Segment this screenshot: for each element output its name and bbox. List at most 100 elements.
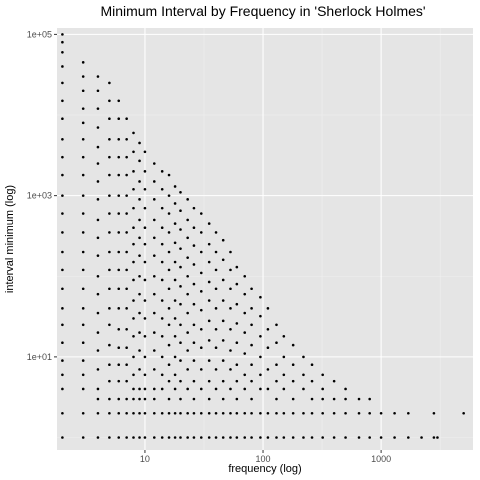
data-point: [344, 387, 347, 391]
data-point: [250, 397, 253, 401]
data-point: [199, 436, 203, 439]
data-point: [117, 268, 121, 272]
data-point: [344, 411, 347, 415]
data-point: [321, 373, 324, 377]
data-point: [462, 411, 465, 415]
data-point: [61, 212, 64, 215]
data-point: [96, 368, 100, 371]
data-point: [229, 436, 232, 439]
data-point: [243, 411, 247, 415]
data-point: [291, 363, 295, 367]
data-point: [167, 287, 171, 291]
data-point: [368, 436, 371, 439]
data-point: [179, 209, 182, 213]
data-point: [192, 397, 196, 401]
data-point: [186, 236, 189, 240]
data-point: [275, 323, 278, 327]
data-point: [61, 137, 64, 141]
y-tick-label: 1e+03: [27, 191, 52, 201]
data-point: [259, 373, 262, 377]
data-point: [186, 331, 189, 334]
data-point: [117, 212, 121, 215]
data-point: [229, 327, 232, 331]
data-point: [138, 141, 141, 145]
data-point: [167, 343, 171, 347]
data-point: [132, 317, 135, 320]
data-point: [214, 346, 218, 350]
data-point: [173, 222, 177, 225]
data-point: [310, 379, 314, 383]
data-point: [108, 99, 111, 103]
data-point: [132, 131, 135, 135]
data-point: [221, 379, 225, 383]
x-axis-title: frequency (log): [228, 463, 301, 475]
data-point: [152, 368, 156, 371]
data-point: [81, 155, 85, 159]
data-point: [138, 274, 141, 278]
x-tick-label: 100: [256, 454, 271, 464]
data-point: [117, 155, 121, 159]
data-point: [243, 311, 247, 315]
data-point: [81, 137, 85, 141]
data-point: [221, 359, 225, 362]
data-point: [138, 180, 141, 183]
data-point: [207, 299, 211, 302]
data-point: [96, 436, 100, 439]
data-point: [167, 250, 171, 254]
data-point: [61, 307, 64, 310]
data-point: [179, 411, 182, 415]
data-point: [275, 397, 278, 401]
data-point: [332, 436, 336, 439]
data-point: [81, 411, 85, 415]
data-point: [173, 185, 177, 188]
data-point: [108, 379, 111, 383]
data-point: [160, 317, 164, 320]
data-point: [160, 411, 164, 415]
data-point: [186, 411, 189, 415]
data-point: [152, 198, 156, 201]
data-point: [282, 436, 286, 439]
data-point: [167, 194, 171, 197]
data-point: [207, 436, 211, 439]
data-point: [379, 411, 383, 415]
data-point: [179, 228, 182, 231]
data-point: [143, 206, 147, 210]
data-point: [221, 436, 225, 439]
data-point: [81, 212, 85, 215]
data-point: [275, 379, 278, 383]
data-point: [117, 231, 121, 234]
data-point: [81, 89, 85, 93]
data-point: [108, 436, 111, 439]
data-point: [81, 387, 85, 391]
data-point: [332, 379, 336, 383]
data-point: [152, 311, 156, 315]
data-point: [291, 397, 295, 401]
data-point: [152, 349, 156, 352]
data-point: [192, 341, 196, 344]
data-point: [117, 346, 121, 350]
data-point: [192, 411, 196, 415]
data-point: [152, 397, 156, 401]
data-point: [81, 268, 85, 272]
data-point: [266, 327, 270, 331]
data-point: [125, 397, 128, 401]
data-point: [266, 346, 270, 350]
data-point: [186, 368, 189, 371]
data-point: [96, 126, 100, 129]
data-point: [152, 274, 156, 278]
data-point: [432, 411, 436, 415]
data-point: [186, 218, 189, 222]
data-point: [117, 173, 121, 177]
data-point: [310, 397, 314, 401]
data-point: [152, 411, 156, 415]
chart-title: Minimum Interval by Frequency in 'Sherlo…: [100, 3, 425, 19]
data-point: [108, 250, 111, 254]
data-point: [96, 145, 100, 149]
data-point: [192, 206, 196, 210]
data-point: [302, 355, 305, 359]
data-point: [117, 363, 121, 367]
data-point: [96, 218, 100, 222]
data-point: [117, 307, 121, 310]
data-point: [186, 436, 189, 439]
data-point: [143, 373, 147, 377]
